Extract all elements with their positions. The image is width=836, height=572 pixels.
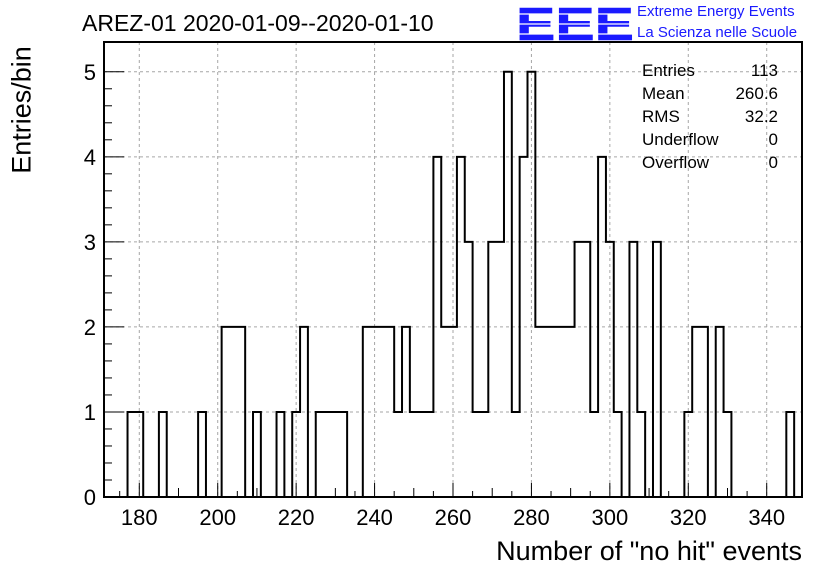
stats-label: Mean bbox=[642, 84, 685, 103]
y-tick-label: 3 bbox=[84, 230, 96, 255]
y-tick-label: 4 bbox=[84, 145, 96, 170]
y-tick-label: 2 bbox=[84, 315, 96, 340]
stats-value: 113 bbox=[751, 61, 778, 80]
chart-title: AREZ-01 2020-01-09--2020-01-10 bbox=[82, 10, 434, 36]
stats-label: Overflow bbox=[642, 153, 710, 172]
x-tick-label: 320 bbox=[670, 505, 707, 530]
stats-value: 0 bbox=[769, 153, 778, 172]
stats-label: Entries bbox=[642, 61, 695, 80]
x-tick-label: 220 bbox=[278, 505, 315, 530]
x-tick-label: 260 bbox=[435, 505, 472, 530]
grid-layer bbox=[104, 42, 802, 497]
eee-logo: EEE bbox=[514, 0, 638, 44]
logo-text-line1: Extreme Energy Events bbox=[637, 3, 795, 20]
x-tick-label: 180 bbox=[121, 505, 158, 530]
x-tick-label: 280 bbox=[513, 505, 550, 530]
x-axis-label: Number of "no hit" events bbox=[496, 536, 802, 566]
stats-value: 0 bbox=[769, 130, 778, 149]
y-tick-label: 5 bbox=[84, 60, 96, 85]
plot-frame bbox=[103, 41, 803, 498]
logo-mark: EEE bbox=[516, 0, 634, 44]
x-tick-label: 300 bbox=[591, 505, 628, 530]
tick-layer: 180 200 220 240 260 280 300 320 340 0 1 2 3 4 5 bbox=[84, 60, 787, 530]
y-tick-label: 1 bbox=[84, 400, 96, 425]
x-tick-label: 240 bbox=[356, 505, 393, 530]
x-tick-label: 200 bbox=[199, 505, 236, 530]
x-tick-label: 340 bbox=[748, 505, 785, 530]
stats-value: 32.2 bbox=[745, 107, 778, 126]
stats-box: Entries 113 Mean 260.6 RMS 32.2 Underflow 0 Over… bbox=[642, 61, 778, 172]
stats-label: RMS bbox=[642, 107, 680, 126]
stats-value: 260.6 bbox=[735, 84, 778, 103]
stats-label: Underflow bbox=[642, 130, 719, 149]
logo-text-line2: La Scienza nelle Scuole bbox=[637, 24, 798, 41]
y-tick-label: 0 bbox=[84, 485, 96, 510]
